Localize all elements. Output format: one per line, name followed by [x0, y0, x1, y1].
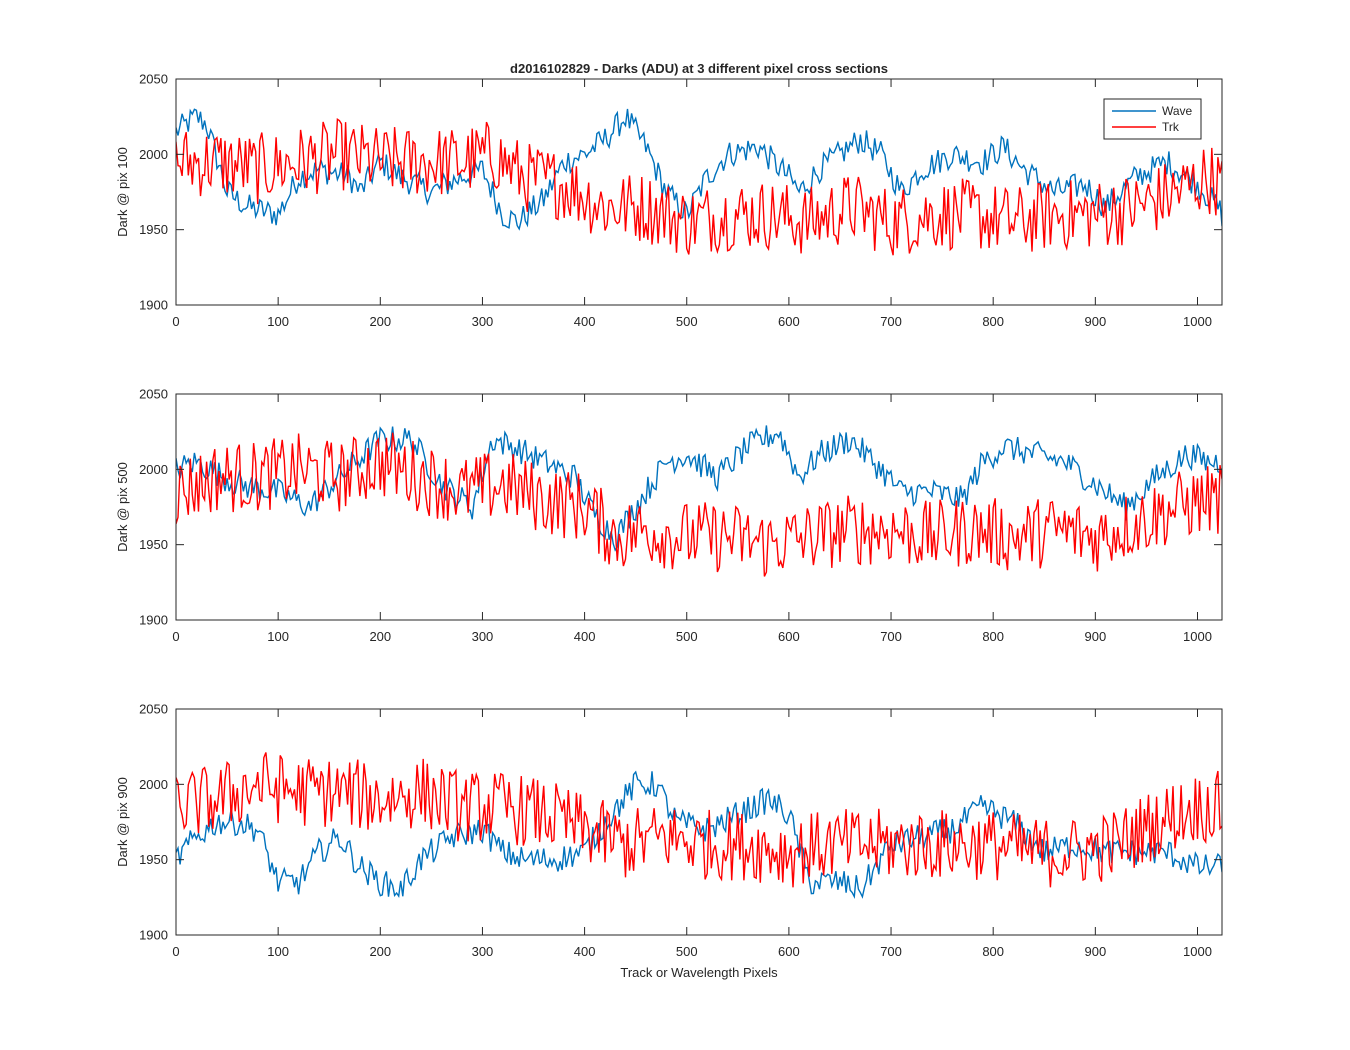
x-tick-label: 900	[1084, 944, 1106, 959]
panel-3: 0 100 200 300 400 500 600 700 800 900 1000 1900 1950…	[115, 702, 1223, 959]
y-tick-label: 1950	[139, 852, 168, 867]
plot-box	[175, 708, 1223, 936]
y-tick-label: 1950	[139, 222, 168, 237]
x-tick-label: 0	[172, 944, 179, 959]
chart-title: d2016102829 - Darks (ADU) at 3 different…	[510, 61, 888, 76]
series-trk-line	[176, 118, 1222, 256]
series-wave-line	[176, 425, 1222, 552]
plot-area	[176, 79, 1222, 305]
x-tick-label: 1000	[1183, 629, 1212, 644]
x-tick-label: 600	[778, 629, 800, 644]
x-tick-label: 100	[267, 944, 289, 959]
x-tick-label: 400	[574, 314, 596, 329]
y-axis-label: Dark @ pix 100	[115, 147, 130, 237]
y-tick-label: 1900	[139, 928, 168, 943]
x-tick-label: 300	[472, 629, 494, 644]
panel-2: 0 100 200 300 400 500 600 700 800 900 1000 1900 1950…	[115, 387, 1223, 644]
x-tick-label: 400	[574, 944, 596, 959]
y-tick-label: 2000	[139, 777, 168, 792]
x-tick-label: 700	[880, 629, 902, 644]
x-tick-label: 700	[880, 944, 902, 959]
x-tick-label: 300	[472, 314, 494, 329]
x-tick-label: 100	[267, 629, 289, 644]
x-tick-label: 800	[982, 314, 1004, 329]
x-tick-label: 1000	[1183, 314, 1212, 329]
y-tick-label: 2050	[139, 72, 168, 87]
x-tick-label: 0	[172, 314, 179, 329]
x-tick-label: 400	[574, 629, 596, 644]
y-axis-label: Dark @ pix 900	[115, 777, 130, 867]
legend: Wave Trk	[1103, 98, 1202, 140]
legend-label-wave: Wave	[1162, 104, 1193, 118]
x-tick-label: 800	[982, 944, 1004, 959]
x-tick-label: 300	[472, 944, 494, 959]
y-tick-label: 2050	[139, 702, 168, 717]
y-tick-label: 2000	[139, 462, 168, 477]
series-trk-line	[176, 752, 1222, 888]
x-tick-label: 200	[369, 314, 391, 329]
y-axis-label: Dark @ pix 500	[115, 462, 130, 552]
x-tick-label: 0	[172, 629, 179, 644]
x-axis-label: Track or Wavelength Pixels	[620, 965, 778, 980]
plot-box	[175, 78, 1223, 306]
series-trk-line	[176, 432, 1222, 577]
x-tick-label: 600	[778, 944, 800, 959]
x-tick-label: 700	[880, 314, 902, 329]
x-tick-label: 900	[1084, 314, 1106, 329]
plot-box	[175, 393, 1223, 621]
legend-box	[1103, 98, 1202, 140]
x-tick-label: 900	[1084, 629, 1106, 644]
series-wave-line	[176, 770, 1222, 900]
panels: 0 100 200 300 400 500 600 700 800 900 100019001950…	[115, 72, 1223, 959]
x-tick-label: 200	[369, 944, 391, 959]
x-tick-label: 500	[676, 629, 698, 644]
y-tick-label: 2050	[139, 387, 168, 402]
y-tick-label: 1900	[139, 298, 168, 313]
legend-label-trk: Trk	[1162, 120, 1180, 134]
y-tick-label: 1950	[139, 537, 168, 552]
x-tick-label: 1000	[1183, 944, 1212, 959]
y-tick-label: 2000	[139, 147, 168, 162]
panel-1: 0 100 200 300 400 500 600 700 800 900 1000 1900 1950…	[115, 72, 1223, 329]
x-tick-label: 200	[369, 629, 391, 644]
x-tick-label: 800	[982, 629, 1004, 644]
x-tick-label: 500	[676, 944, 698, 959]
x-tick-label: 600	[778, 314, 800, 329]
x-tick-label: 500	[676, 314, 698, 329]
y-tick-label: 1900	[139, 613, 168, 628]
x-tick-label: 100	[267, 314, 289, 329]
